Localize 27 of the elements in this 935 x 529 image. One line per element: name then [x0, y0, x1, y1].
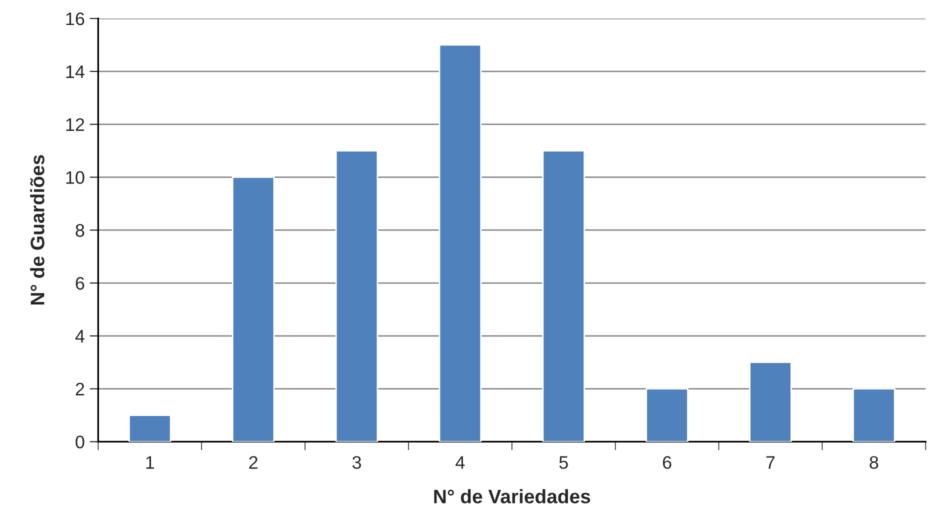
y-tick-label: 4: [75, 330, 84, 342]
y-tick-label: 8: [76, 224, 84, 237]
x-tick-label: 1: [146, 456, 154, 469]
y-axis-title: N° de Guardiões: [30, 155, 44, 305]
bar: [646, 388, 688, 442]
bar: [852, 388, 896, 442]
bar: [335, 150, 378, 442]
bar: [128, 414, 172, 442]
y-tick-label: 12: [66, 118, 84, 131]
y-tick-label: 6: [76, 276, 84, 290]
x-tick-label: 2: [249, 456, 258, 469]
y-tick-label: 0: [76, 436, 84, 448]
x-tick-label: 4: [456, 456, 465, 469]
y-tick-label: 16: [66, 12, 84, 26]
bar: [749, 362, 792, 442]
x-tick-label: 8: [870, 456, 878, 469]
bar: [542, 150, 586, 442]
y-tick-label: 10: [66, 171, 84, 184]
x-tick-label: 3: [352, 456, 361, 469]
x-axis-title: N° de Variedades: [434, 489, 590, 504]
bar: [438, 44, 482, 442]
x-tick-label: 5: [559, 456, 568, 469]
x-tick-label: 7: [766, 456, 775, 469]
bar: [232, 176, 275, 442]
y-tick-label: 14: [66, 66, 84, 78]
x-tick-label: 6: [662, 456, 672, 469]
y-tick-label: 2: [76, 382, 84, 396]
